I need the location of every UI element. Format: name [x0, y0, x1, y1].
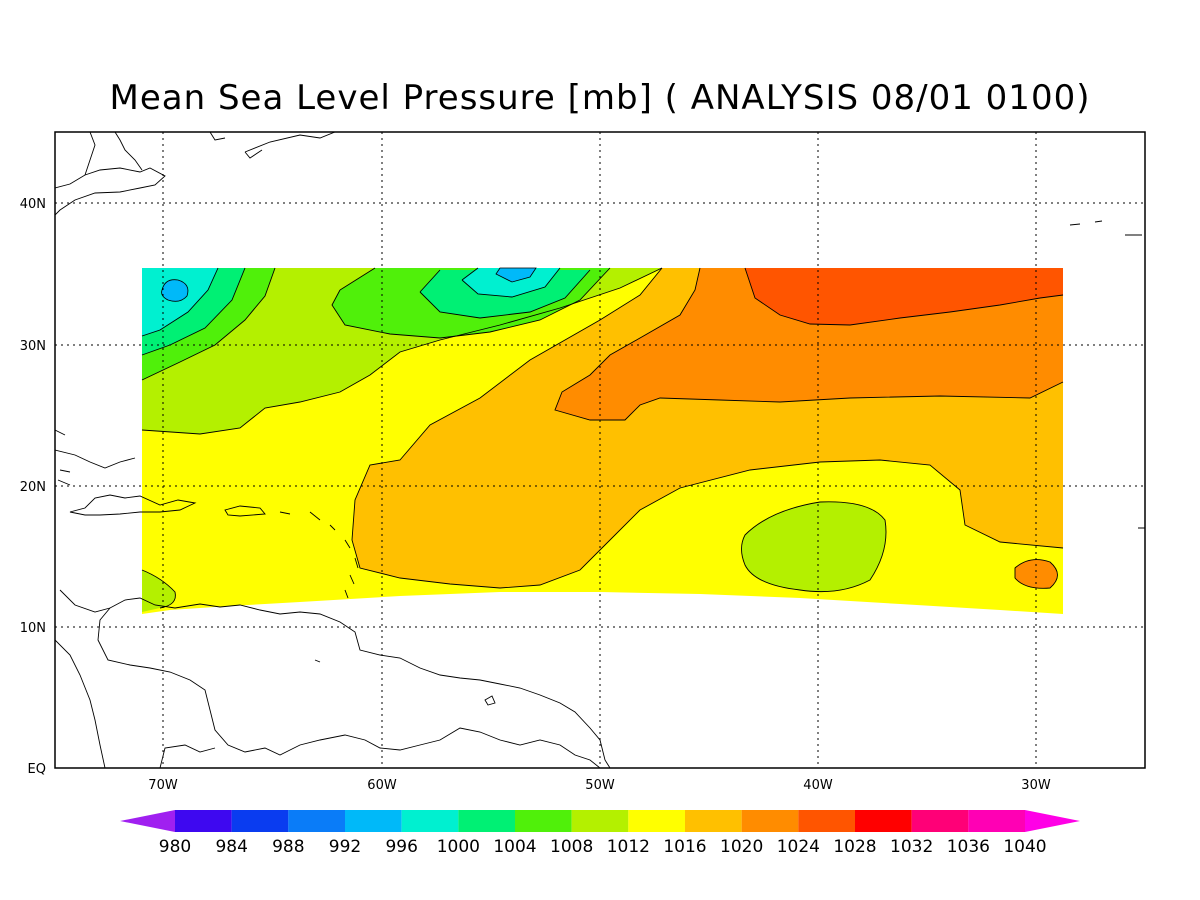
colorbar-label: 980: [159, 837, 191, 857]
colorbar-swatch: [571, 810, 629, 832]
colorbar-label: 1040: [1003, 837, 1046, 857]
colorbar-label: 996: [385, 837, 417, 857]
colorbar-swatch: [741, 810, 799, 832]
colorbar-label: 1032: [890, 837, 933, 857]
colorbar-label: 992: [329, 837, 361, 857]
colorbar-swatch: [968, 810, 1025, 832]
lat-label-10n: 10N: [20, 621, 46, 636]
colorbar-label: 984: [215, 837, 247, 857]
colorbar-swatch: [911, 810, 969, 832]
lon-label-50w: 50W: [585, 778, 615, 793]
colorbar-label: 1036: [947, 837, 990, 857]
colorbar-swatch: [515, 810, 572, 832]
colorbar-swatch: [175, 810, 232, 832]
colorbar: 980 984 988 992 996 1000 1004 1008 1012 1016 1020 1…: [120, 810, 1080, 857]
colorbar-label: 988: [272, 837, 304, 857]
low-center-54W: [495, 267, 537, 283]
colorbar-label: 1008: [550, 837, 593, 857]
low-center-68W: [161, 279, 189, 302]
colorbar-swatch: [231, 810, 289, 832]
lon-label-60w: 60W: [367, 778, 397, 793]
lat-label-30n: 30N: [20, 339, 46, 354]
small-high-30W: [1015, 559, 1058, 589]
colorbar-arrow-high: [1025, 810, 1080, 832]
colorbar-swatch: [798, 810, 855, 832]
band-1000: [142, 268, 218, 336]
colorbar-swatch: [855, 810, 912, 832]
isobar-lines: [141, 267, 1064, 609]
lon-label-40w: 40W: [803, 778, 833, 793]
colorbar-swatch: [458, 810, 515, 832]
colorbar-label: 1004: [493, 837, 536, 857]
chart-title: Mean Sea Level Pressure [mb] ( ANALYSIS …: [109, 78, 1091, 118]
high-core-1028: [745, 268, 1063, 325]
colorbar-label: 1028: [833, 837, 876, 857]
relative-low-40W: [741, 501, 886, 592]
lon-label-70w: 70W: [148, 778, 178, 793]
lat-label-20n: 20N: [20, 480, 46, 495]
colorbar-label: 1000: [437, 837, 480, 857]
map-frame: [54, 131, 1146, 769]
lat-axis: EQ 10N 20N 30N 40N: [20, 197, 46, 777]
lat-label-eq: EQ: [28, 762, 46, 777]
colorbar-swatch: [628, 810, 685, 832]
colorbar-swatch: [288, 810, 345, 832]
colorbar-label: 1016: [663, 837, 706, 857]
grid-lines: [55, 132, 1145, 768]
colorbar-label: 1024: [777, 837, 820, 857]
lon-axis: 70W 60W 50W 40W 30W: [148, 778, 1051, 793]
small-low-caribbean: [142, 570, 176, 612]
colorbar-swatch: [401, 810, 459, 832]
lat-label-40n: 40N: [20, 197, 46, 212]
colorbar-label: 1020: [720, 837, 763, 857]
pressure-field: [142, 267, 1063, 614]
colorbar-swatch: [685, 810, 742, 832]
colorbar-label: 1012: [607, 837, 650, 857]
colorbar-arrow-low: [120, 810, 175, 832]
colorbar-swatch: [345, 810, 402, 832]
coastlines: [55, 132, 1145, 768]
lon-label-30w: 30W: [1021, 778, 1051, 793]
